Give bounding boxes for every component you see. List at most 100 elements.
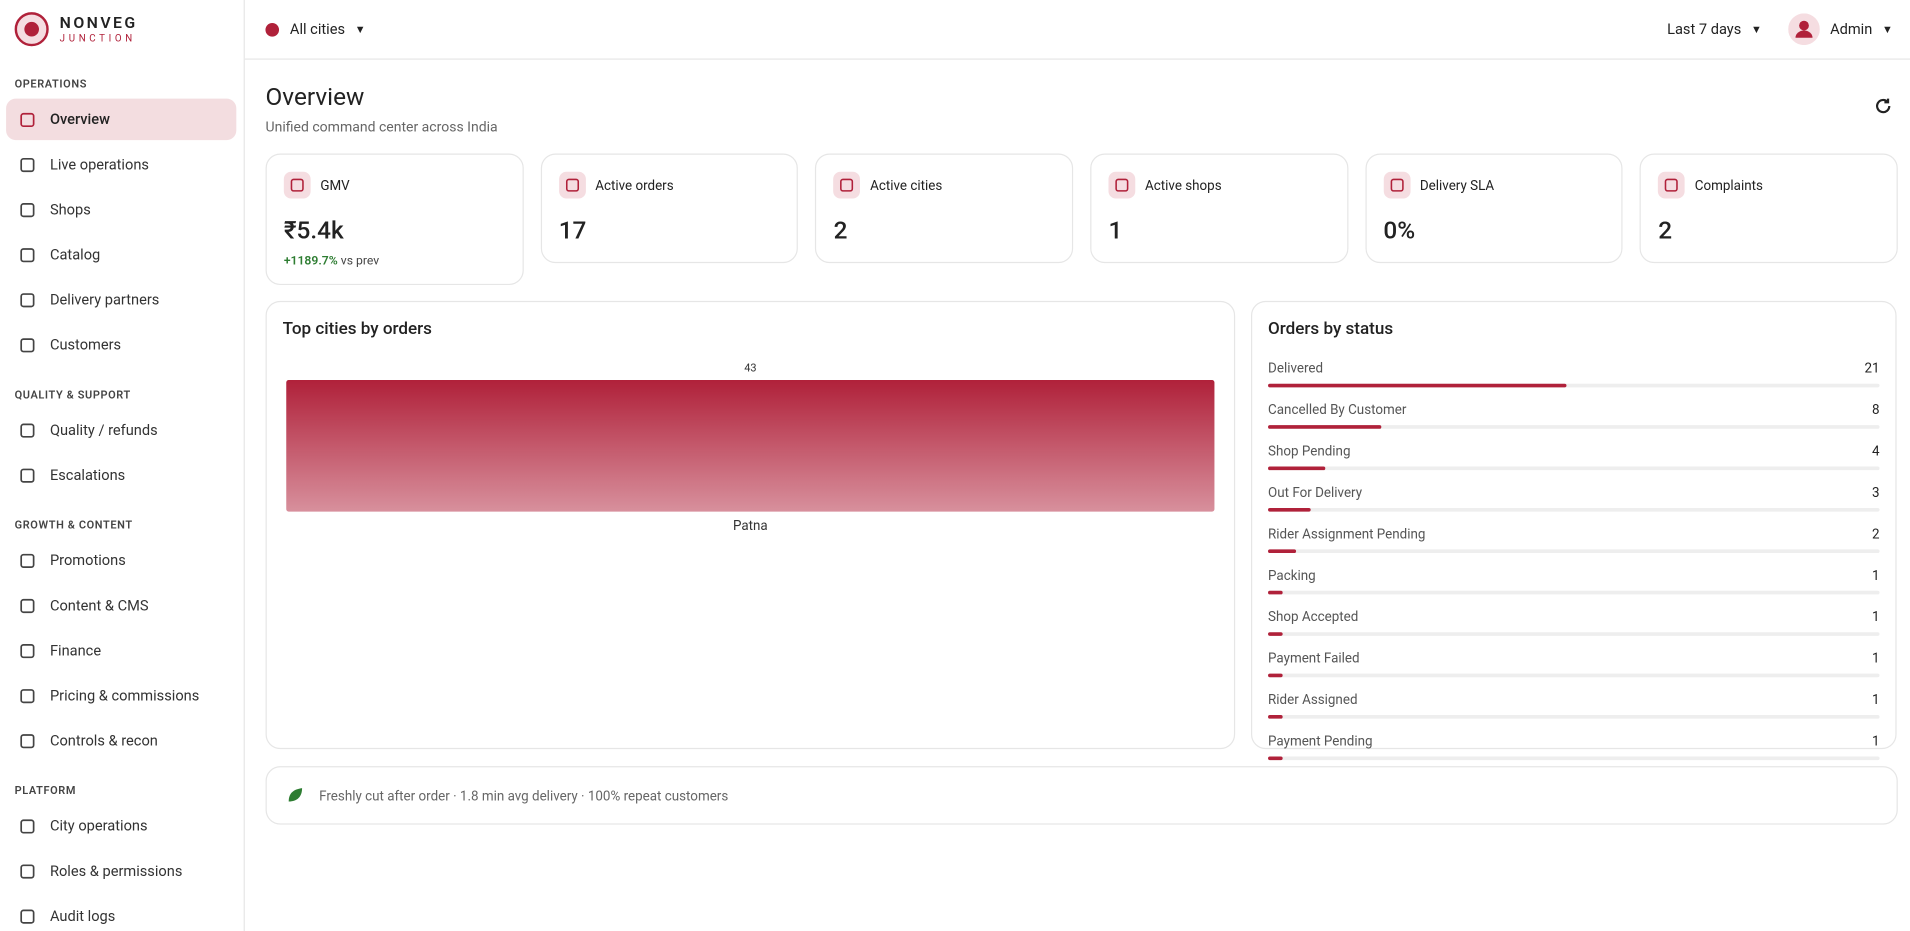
kpi-card: Active shops 1: [1090, 153, 1349, 264]
kpi-icon: [558, 171, 586, 199]
kpi-header: Active orders: [558, 171, 782, 199]
nav-item[interactable]: Customers: [6, 324, 236, 365]
brand-name: NONVEG: [59, 14, 138, 33]
icon: [1390, 178, 1404, 192]
nav-item[interactable]: Pricing & commissions: [6, 675, 236, 716]
page-subtitle: Unified command center across India: [265, 118, 498, 136]
kpi-header: GMV: [283, 171, 506, 199]
nav-item[interactable]: Live operations: [6, 144, 236, 185]
kpi-card: Active cities 2: [815, 153, 1074, 264]
caret: ▼: [1750, 23, 1762, 36]
charts-row: Top cities by orders 43 Patna Orders by s…: [265, 300, 1898, 761]
icon: [20, 553, 35, 568]
nav-item[interactable]: Overview: [6, 98, 237, 141]
icon: [20, 157, 35, 172]
nav-item[interactable]: Content & CMS: [6, 585, 236, 626]
nav-item[interactable]: Finance: [6, 630, 236, 671]
bar: [286, 380, 1215, 512]
section-title: QUALITY & SUPPORT: [14, 389, 131, 402]
status-bar: [1268, 425, 1382, 429]
nav-item[interactable]: Escalations: [6, 454, 236, 495]
icon: [20, 202, 35, 217]
kpi-icon: [283, 171, 311, 199]
status-bar: [1268, 673, 1283, 678]
logo: NONVEG JUNCTION: [0, 0, 244, 58]
status-track: [1268, 507, 1880, 512]
icon: [20, 292, 35, 307]
status-row: Rider Assigned 1: [1268, 691, 1880, 719]
nav-item[interactable]: Audit logs: [6, 895, 236, 931]
kpi-value: 2: [1658, 215, 1673, 245]
kpi-value: ₹5.4k: [283, 215, 344, 245]
status-label: Packing: [1268, 567, 1316, 584]
chart: 43 Patna: [286, 362, 1215, 534]
kpi-icon: [1383, 171, 1411, 199]
section-title: OPERATIONS: [14, 79, 87, 92]
status-track: [1268, 549, 1880, 554]
status-value: 2: [1871, 526, 1880, 543]
status-panel: Orders by status Delivered 21 Cancelled By…: [1250, 300, 1897, 761]
status-label: Shop Accepted: [1268, 609, 1359, 625]
nav-item[interactable]: Controls & recon: [6, 720, 236, 761]
avatar[interactable]: [1788, 13, 1821, 46]
nav-item[interactable]: Quality / refunds: [6, 409, 236, 450]
nav-label: Audit logs: [49, 907, 116, 925]
status-value: 1: [1871, 567, 1880, 584]
refresh-button[interactable]: [1873, 96, 1892, 115]
status-label: Payment Pending: [1268, 733, 1373, 750]
kpi-card: Complaints 2: [1639, 153, 1898, 264]
kpi-delta: +1189.7% vs prev: [284, 255, 506, 268]
topbar: All cities ▼ Last 7 days ▼ Admin ▼: [244, 0, 1910, 60]
status-row: Delivered 21: [1268, 361, 1880, 388]
icon: [20, 908, 35, 924]
content: Overview Unified command center across I…: [245, 60, 1910, 825]
nav-item[interactable]: Roles & permissions: [6, 850, 236, 891]
nav-item[interactable]: Catalog: [6, 234, 236, 275]
kpi-icon: [1108, 171, 1136, 199]
status-label: Rider Assignment Pending: [1268, 526, 1426, 543]
brand-tagline: JUNCTION: [59, 32, 136, 44]
nav-label: Shops: [49, 200, 91, 219]
status-line: Shop Pending 4: [1268, 443, 1879, 459]
kpi-card: GMV ₹5.4k +1189.7% vs prev: [265, 153, 524, 286]
icon: [20, 112, 35, 127]
range-select[interactable]: Last 7 days: [1667, 20, 1742, 38]
city-select[interactable]: All cities: [289, 20, 346, 38]
caret: ▼: [354, 23, 366, 36]
kpi-value: 2: [833, 215, 848, 245]
status-value: 1: [1871, 650, 1880, 667]
status-value: 8: [1871, 401, 1880, 418]
footer-text: Freshly cut after order · 1.8 min avg de…: [319, 787, 729, 804]
data-label: 43: [744, 362, 756, 375]
status-value: 1: [1871, 609, 1880, 625]
nav-item[interactable]: Promotions: [6, 540, 236, 581]
status-value: 1: [1871, 733, 1880, 750]
globe-icon: [265, 22, 280, 37]
status-label: Cancelled By Customer: [1268, 401, 1407, 418]
status-line: Out For Delivery 3: [1268, 485, 1879, 501]
status-track: [1268, 425, 1880, 429]
status-label: Rider Assigned: [1268, 691, 1358, 708]
status-line: Shop Accepted 1: [1268, 609, 1879, 625]
status-bar: [1268, 756, 1283, 761]
icon: [290, 178, 304, 192]
status-label: Out For Delivery: [1268, 484, 1363, 501]
nav-label: Finance: [49, 641, 102, 659]
user-menu[interactable]: Admin: [1830, 20, 1873, 38]
status-line: Cancelled By Customer 8: [1268, 402, 1879, 418]
kpi-value: 1: [1108, 215, 1123, 245]
nav-item[interactable]: Delivery partners: [6, 279, 236, 320]
nav-label: Overview: [49, 110, 110, 128]
main: All cities ▼ Last 7 days ▼ Admin ▼ Overview…: [244, 0, 1910, 931]
status-track: [1268, 466, 1880, 471]
status-value: 1: [1871, 691, 1880, 708]
status-row: Rider Assignment Pending 2: [1268, 526, 1880, 554]
kpi-label: GMV: [320, 177, 350, 194]
icon: [20, 598, 35, 613]
nav-item[interactable]: Shops: [6, 189, 236, 230]
kpi-row: GMV ₹5.4k +1189.7% vs prev Active orders 17 A…: [265, 153, 1898, 286]
nav-item[interactable]: City operations: [6, 805, 236, 846]
status-track: [1268, 756, 1880, 761]
status-row: Cancelled By Customer 8: [1268, 402, 1880, 429]
